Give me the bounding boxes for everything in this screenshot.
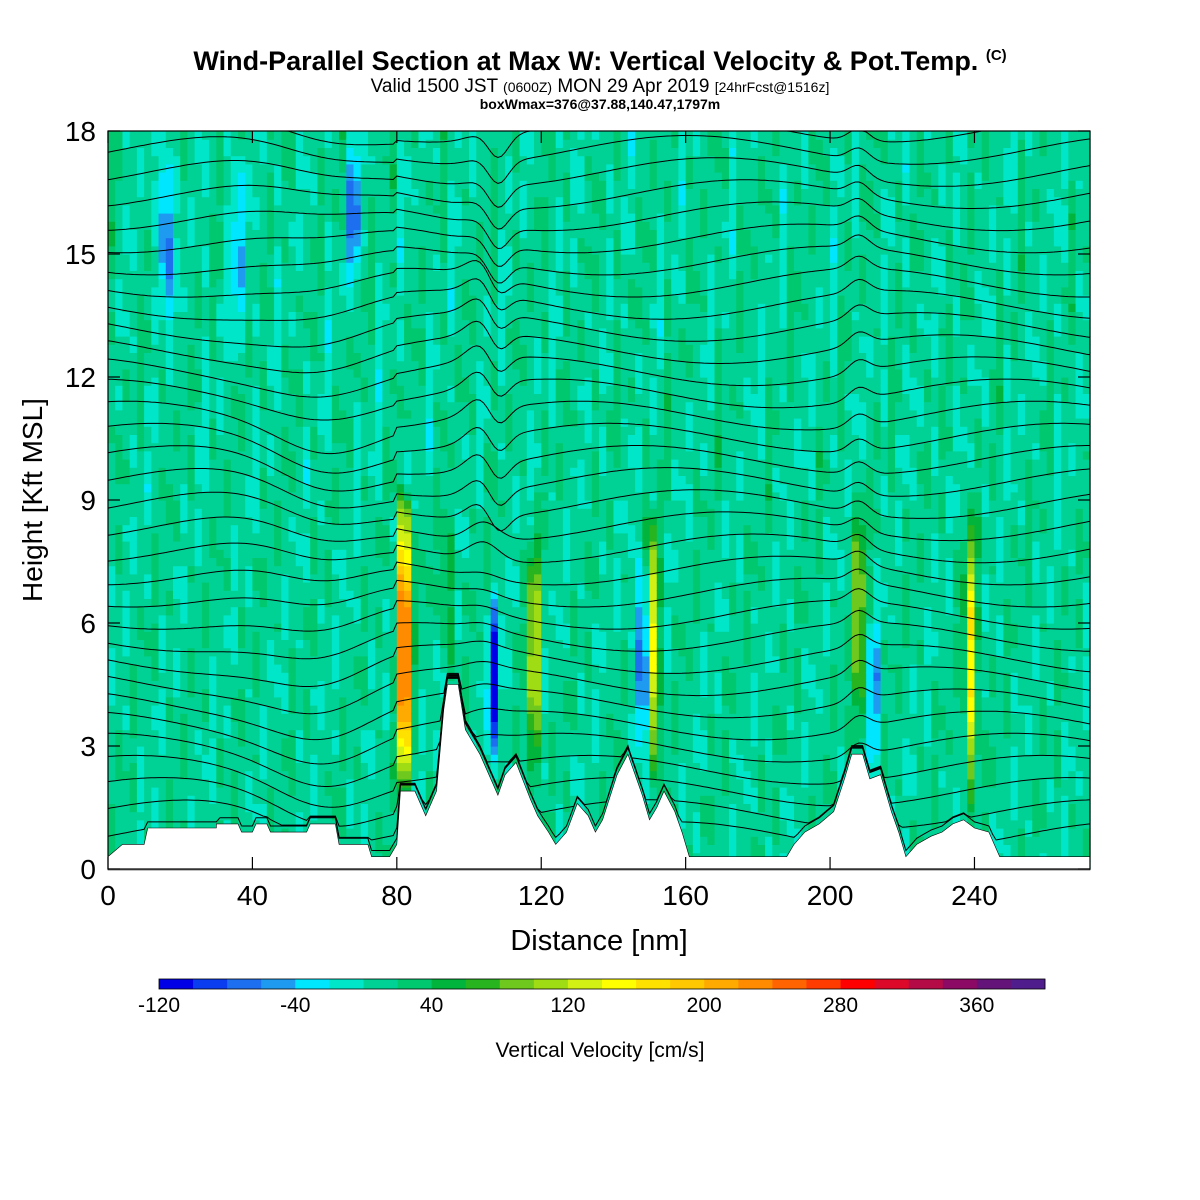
colorbar-swatch — [772, 979, 807, 989]
colorbar-swatch — [636, 979, 671, 989]
colorbar-frame — [158, 978, 1046, 990]
theta-contour — [107, 445, 1090, 492]
colorbar-swatch — [397, 979, 433, 989]
x-axis: 0 40 80 120 160 200 240 Distance [nm] — [100, 131, 998, 957]
theta-contour — [107, 673, 1091, 765]
colorbar-swatch — [1010, 979, 1046, 989]
theta-contour — [107, 345, 1091, 398]
x-tick-label: 120 — [518, 880, 565, 911]
theta-contour — [107, 298, 1091, 348]
theta-contour — [107, 659, 1091, 715]
chart-title: Wind-Parallel Section at Max W: Vertical… — [193, 46, 979, 76]
colorbar-swatch — [499, 979, 535, 989]
theta-contour — [107, 422, 1091, 474]
forecast-info: [24hrFcst@1516z] — [714, 79, 830, 95]
y-tick-label: 0 — [80, 854, 96, 885]
colorbar-tick-label: 120 — [550, 994, 585, 1017]
theta-contour — [107, 255, 1090, 298]
colorbar-tick-label: 280 — [823, 994, 858, 1017]
colorbar-tick-label: -120 — [138, 994, 180, 1017]
colorbar-swatch — [840, 979, 876, 989]
title-block: Wind-Parallel Section at Max W: Vertical… — [0, 40, 1200, 112]
y-axis: 0 3 6 9 12 15 18 Height [Kft MSL] — [17, 116, 1090, 885]
colorbar-swatch — [908, 979, 944, 989]
y-axis-label: Height [Kft MSL] — [17, 398, 48, 602]
y-tick-label: 6 — [80, 608, 96, 639]
theta-contour — [107, 157, 1091, 208]
theta-contour — [107, 467, 1091, 509]
terrain-mask — [107, 684, 1091, 871]
theta-contour — [107, 676, 1091, 827]
colorbar-swatch — [942, 979, 978, 989]
valid-time-line: Valid 1500 JST (0600Z) MON 29 Apr 2019 [… — [0, 77, 1200, 97]
theta-contour — [108, 674, 1091, 787]
colorbar-swatch — [295, 979, 330, 989]
colorbar: -120 -40 40 120 200 280 360 Vertical Velocity [… — [138, 978, 1046, 1062]
colorbar-swatch — [976, 979, 1012, 989]
colorbar-label: Vertical Velocity [cm/s] — [496, 1039, 705, 1062]
theta-contour — [107, 399, 1091, 455]
x-tick-label: 40 — [237, 880, 268, 911]
potential-temperature-contours — [107, 130, 1091, 852]
colorbar-tick-label: 40 — [420, 994, 443, 1017]
colorbar-swatch — [874, 979, 910, 989]
valid-utc: (0600Z) — [503, 79, 553, 95]
theta-contour — [107, 511, 1091, 542]
y-tick-label: 12 — [65, 362, 96, 393]
colorbar-swatch — [431, 979, 467, 989]
theta-contour — [107, 677, 1091, 852]
colorbar-swatch — [329, 979, 364, 989]
colorbar-swatch — [670, 979, 705, 989]
theta-contour — [107, 672, 1091, 741]
theta-contour — [107, 278, 1091, 321]
x-tick-label: 160 — [662, 880, 709, 911]
colorbar-swatch — [159, 979, 194, 989]
x-tick-label: 240 — [951, 880, 998, 911]
x-axis-label: Distance [nm] — [510, 925, 687, 957]
theta-contour — [107, 234, 1091, 284]
theta-contour — [107, 135, 1091, 184]
colorbar-swatch — [363, 979, 398, 989]
y-tick-label: 3 — [80, 731, 96, 762]
boxwmax-info: boxWmax=376@37.88,140.47,1797m — [479, 96, 721, 112]
colorbar-swatch — [704, 979, 739, 989]
theta-contour — [107, 533, 1091, 564]
colorbar-swatch — [602, 979, 637, 989]
x-tick-label: 80 — [381, 880, 412, 911]
colorbar-swatch — [567, 979, 603, 989]
theta-contour — [107, 677, 1091, 841]
colorbar-swatch — [738, 979, 773, 989]
colorbar-swatch — [193, 979, 228, 989]
theta-contour — [107, 197, 1091, 250]
theta-contour — [107, 179, 1091, 230]
colorbar-swatch — [533, 979, 569, 989]
valid-prefix: Valid 1500 JST — [370, 76, 498, 97]
valid-date: MON 29 Apr 2019 — [557, 76, 710, 97]
theta-contour — [107, 633, 1091, 687]
colorbar-tick-label: -40 — [280, 994, 310, 1017]
theta-contour — [107, 371, 1091, 421]
chart-title-line: Wind-Parallel Section at Max W: Vertical… — [0, 40, 1200, 77]
theta-contour — [107, 550, 1091, 586]
theta-contour — [107, 588, 1091, 632]
colorbar-swatch — [465, 979, 501, 989]
y-tick-label: 18 — [65, 116, 96, 147]
theta-contour — [107, 568, 1091, 608]
colorbar-swatch — [227, 979, 262, 989]
colorbar-tick-label: 200 — [687, 994, 722, 1017]
x-tick-label: 200 — [807, 880, 854, 911]
y-tick-label: 15 — [65, 239, 96, 270]
copyright-mark: (C) — [985, 47, 1007, 64]
colorbar-swatch — [261, 979, 296, 989]
theta-contour — [107, 215, 1091, 267]
theta-contour — [107, 609, 1090, 660]
y-tick-label: 9 — [80, 485, 96, 516]
theta-contour — [107, 489, 1091, 532]
x-tick-label: 0 — [100, 880, 116, 911]
colorbar-tick-label: 360 — [959, 994, 994, 1017]
colorbar-swatch — [806, 979, 841, 989]
theta-contour — [107, 675, 1091, 808]
theta-contour — [107, 320, 1091, 374]
